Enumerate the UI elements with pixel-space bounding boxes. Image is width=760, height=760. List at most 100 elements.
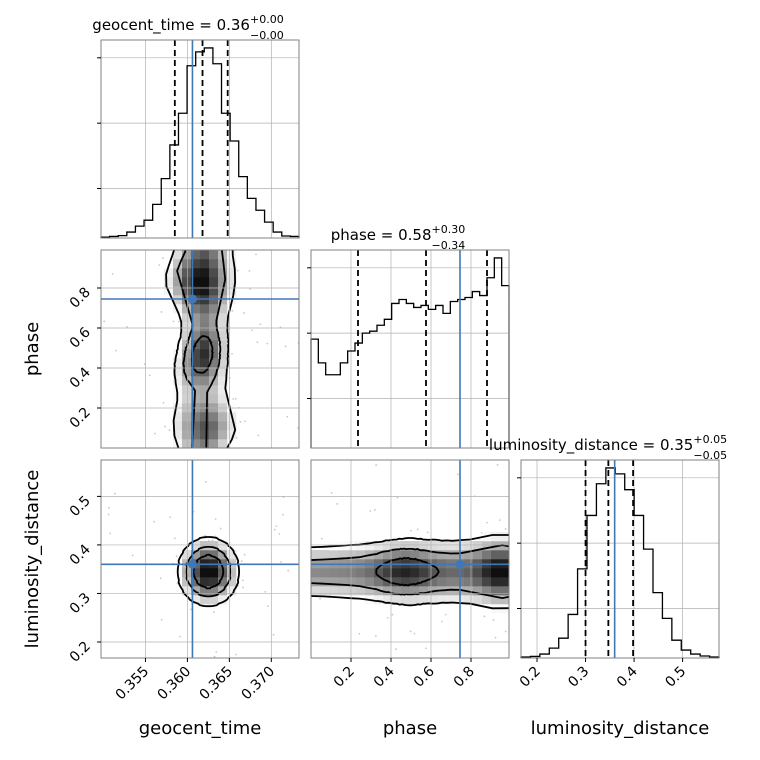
sample-point: [213, 655, 216, 658]
density-cell: [446, 577, 456, 587]
sample-point: [492, 619, 495, 621]
density-cell: [464, 577, 474, 587]
density-cell: [383, 568, 393, 578]
density-cell: [218, 358, 228, 368]
density-cell: [491, 568, 501, 578]
density-cell: [191, 541, 201, 551]
density-cell: [218, 268, 228, 278]
density-cell: [419, 586, 429, 596]
sample-point: [494, 636, 497, 639]
density-cell: [182, 586, 192, 596]
density-cell: [347, 550, 357, 560]
sample-point: [214, 518, 217, 520]
density-cell: [500, 550, 509, 560]
density-cell: [227, 568, 237, 578]
density-cell: [410, 568, 420, 578]
sample-point: [426, 531, 429, 534]
density-cell: [473, 568, 483, 578]
density-cell: [491, 532, 501, 542]
density-cell: [500, 586, 509, 596]
density-cell: [446, 568, 456, 578]
sample-point: [281, 513, 284, 516]
density-cell: [200, 577, 210, 587]
density-cell: [209, 259, 219, 269]
density-cell: [191, 421, 201, 431]
x-tick-label: 0.4: [614, 663, 641, 690]
density-cell: [173, 286, 183, 296]
sample-point: [396, 496, 399, 499]
sample-point: [248, 270, 251, 272]
density-cell: [182, 550, 192, 560]
density-cell: [356, 550, 366, 560]
density-cell: [209, 268, 219, 278]
density-cell: [383, 595, 393, 605]
x-axis-label: luminosity_distance: [531, 718, 710, 739]
sample-point: [504, 630, 507, 633]
density-cell: [173, 349, 183, 359]
density-cell: [218, 541, 228, 551]
density-cell: [191, 277, 201, 287]
density-cell: [182, 286, 192, 296]
density-cell: [218, 430, 228, 440]
density-cell: [209, 322, 219, 332]
x-tick-label: 0.8: [451, 664, 478, 691]
density-cell: [164, 277, 174, 287]
sample-point: [215, 651, 218, 653]
density-cell: [209, 349, 219, 359]
sample-point: [159, 577, 162, 580]
sample-point: [284, 345, 287, 348]
hist-panel-phase: phase = 0.58+0.30−0.34: [307, 223, 510, 449]
density-cell: [338, 577, 348, 587]
x-tick-label: 0.355: [113, 664, 153, 704]
density-cell: [200, 439, 210, 448]
density-layer: [103, 250, 299, 448]
density-cell: [419, 568, 429, 578]
contour-line: [192, 553, 225, 590]
density-cell: [209, 286, 219, 296]
density-cell: [173, 259, 183, 269]
axes-frame: [520, 459, 720, 659]
density-cell: [200, 385, 210, 395]
sample-point: [504, 528, 507, 530]
density-cell: [200, 394, 210, 404]
contour-line: [311, 534, 509, 610]
sample-point: [409, 630, 412, 633]
sample-point: [178, 320, 180, 323]
density-cell: [209, 412, 219, 422]
density-cell: [437, 577, 447, 587]
density-cell: [218, 313, 228, 323]
density-cell: [227, 586, 237, 596]
density-cell: [428, 568, 438, 578]
density-cell: [209, 595, 219, 605]
density-cell: [473, 541, 483, 551]
density-cell: [227, 259, 237, 269]
sample-point: [148, 374, 151, 377]
density-cell: [311, 550, 321, 560]
density-cell: [200, 586, 210, 596]
density-cell: [347, 586, 357, 596]
y-tick-label: 0.2: [67, 639, 94, 666]
density-cell: [200, 259, 210, 269]
sample-point: [239, 420, 242, 423]
density-cell: [227, 577, 237, 587]
density-cell: [419, 550, 429, 560]
x-tick-label: 0.4: [371, 663, 398, 690]
density-cell: [182, 394, 192, 404]
density-cell: [482, 550, 492, 560]
density-cell: [209, 439, 219, 448]
density-cell: [182, 304, 192, 314]
y-axis-label: phase: [22, 322, 43, 376]
sample-point: [205, 481, 207, 483]
sample-point: [375, 464, 378, 466]
density-cell: [338, 568, 348, 578]
sample-point: [278, 532, 281, 535]
density-cell: [464, 595, 474, 605]
density-cell: [365, 586, 375, 596]
sample-point: [153, 432, 156, 435]
histogram-step-line: [520, 467, 720, 658]
sample-point: [280, 560, 282, 563]
sample-point: [374, 509, 376, 511]
density-cell: [218, 550, 228, 560]
density-cell: [191, 331, 201, 341]
density-cell: [200, 430, 210, 440]
